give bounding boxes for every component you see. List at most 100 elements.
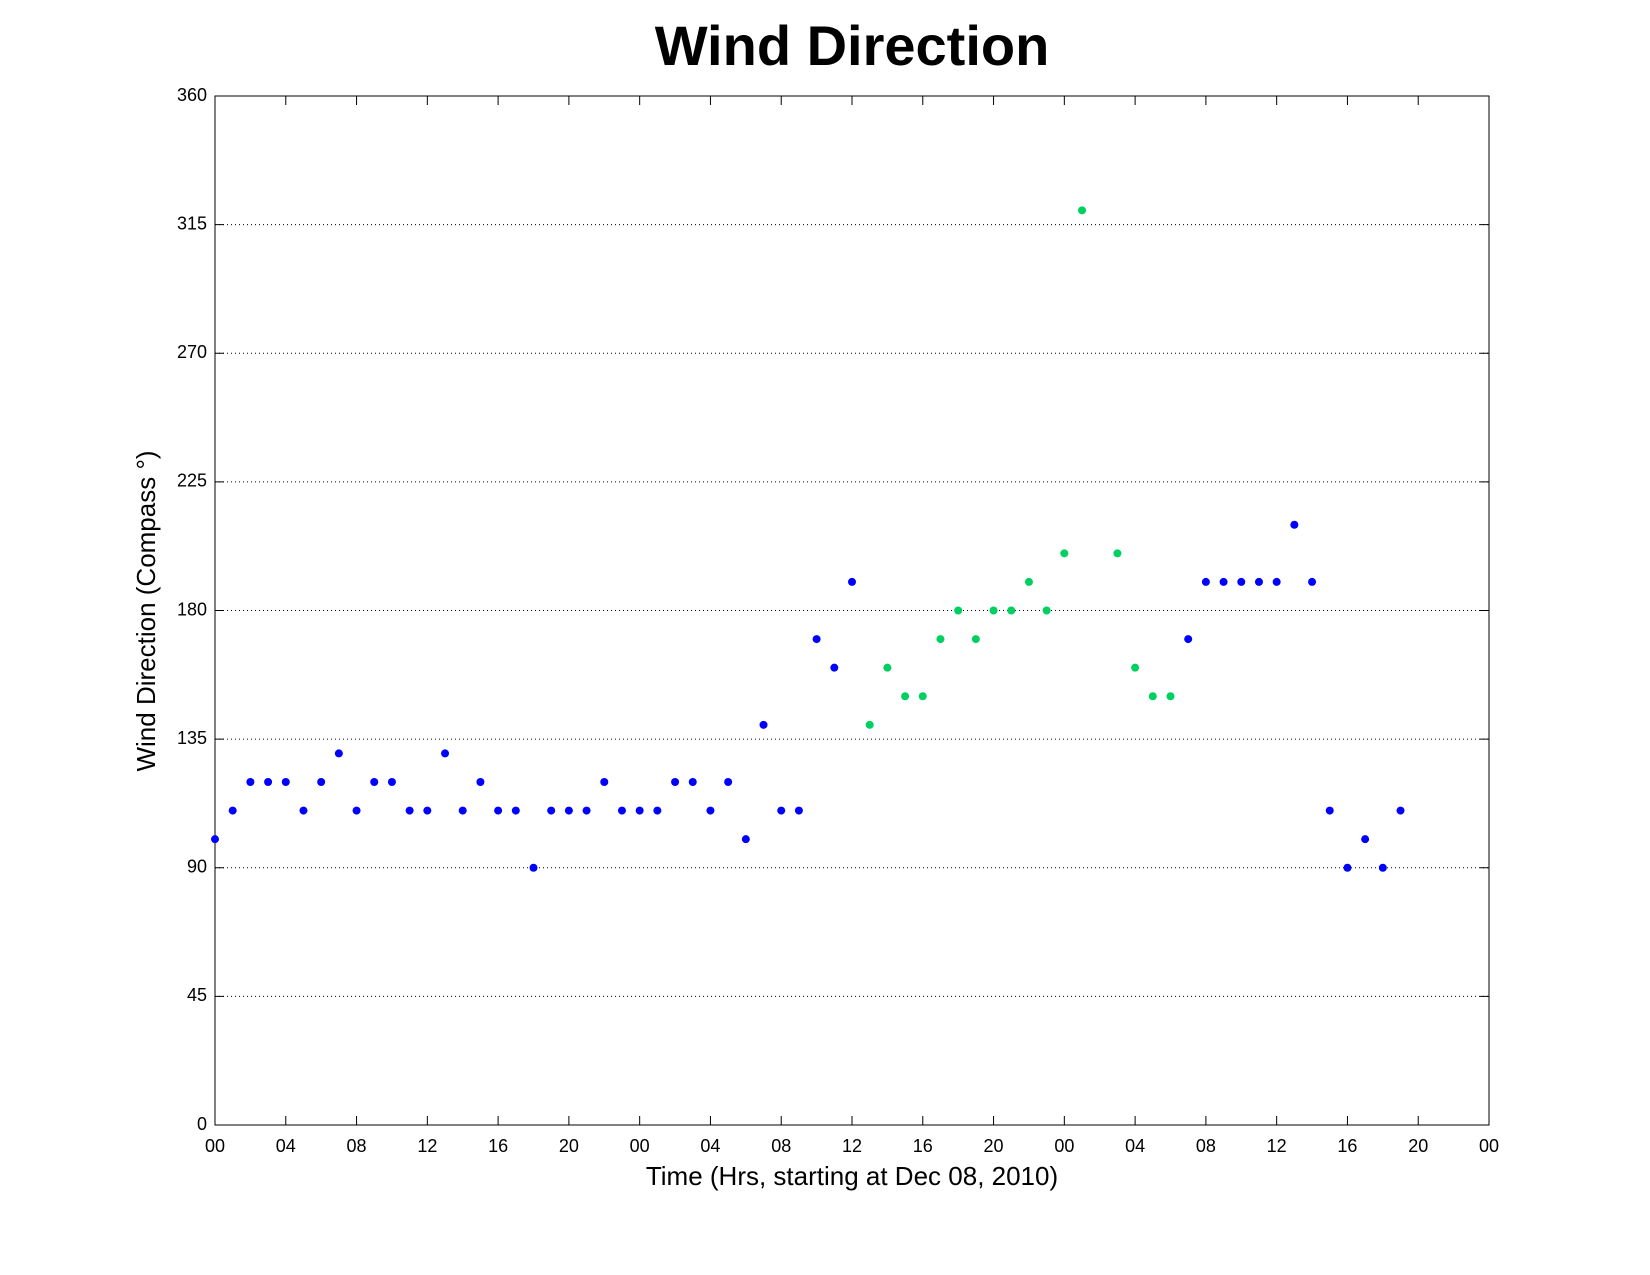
x-tick-label: 16 xyxy=(488,1136,508,1156)
point xyxy=(1024,577,1033,586)
point xyxy=(334,749,343,758)
point xyxy=(1148,692,1157,701)
point xyxy=(1060,549,1069,558)
point xyxy=(494,806,503,815)
point xyxy=(582,806,591,815)
x-tick-label: 00 xyxy=(205,1136,225,1156)
x-tick-label: 00 xyxy=(630,1136,650,1156)
y-tick-label: 180 xyxy=(177,599,207,619)
point xyxy=(741,835,750,844)
point xyxy=(529,863,538,872)
point xyxy=(1113,549,1122,558)
y-tick-label: 360 xyxy=(177,85,207,105)
point xyxy=(458,806,467,815)
x-tick-label: 04 xyxy=(700,1136,720,1156)
point xyxy=(724,778,733,786)
x-tick-label: 04 xyxy=(1125,1136,1145,1156)
point xyxy=(246,778,255,786)
point xyxy=(759,720,768,729)
x-tick-label: 20 xyxy=(1408,1136,1428,1156)
point xyxy=(1308,577,1317,586)
x-tick-label: 16 xyxy=(913,1136,933,1156)
point xyxy=(387,778,396,786)
point xyxy=(1042,606,1051,615)
point xyxy=(1325,806,1334,815)
point xyxy=(918,692,927,701)
point xyxy=(1201,577,1210,586)
point xyxy=(1343,863,1352,872)
point xyxy=(971,635,980,644)
plot-frame xyxy=(214,95,1490,1126)
point xyxy=(830,663,839,672)
point xyxy=(1254,577,1263,586)
point xyxy=(954,606,963,615)
point xyxy=(1184,635,1193,644)
x-tick-label: 12 xyxy=(842,1136,862,1156)
y-tick-label: 270 xyxy=(177,342,207,362)
y-axis-label: Wind Direction (Compass °) xyxy=(131,450,161,771)
x-tick-label: 12 xyxy=(1267,1136,1287,1156)
point xyxy=(1361,835,1370,844)
point xyxy=(564,806,573,815)
point xyxy=(423,806,432,815)
point xyxy=(688,778,697,786)
point xyxy=(405,806,414,815)
point xyxy=(865,720,874,729)
x-tick-label: 08 xyxy=(771,1136,791,1156)
y-tick-label: 225 xyxy=(177,471,207,491)
point xyxy=(812,635,821,644)
x-axis-label: Time (Hrs, starting at Dec 08, 2010) xyxy=(646,1161,1058,1191)
point xyxy=(883,663,892,672)
point xyxy=(1219,577,1228,586)
chart-title: Wind Direction xyxy=(655,14,1050,77)
point xyxy=(211,835,219,844)
point xyxy=(370,778,379,786)
point xyxy=(511,806,520,815)
x-tick-label: 16 xyxy=(1337,1136,1357,1156)
x-tick-label: 12 xyxy=(417,1136,437,1156)
point xyxy=(1007,606,1016,615)
point xyxy=(653,806,662,815)
point xyxy=(1272,577,1281,586)
point xyxy=(794,806,803,815)
point xyxy=(600,778,609,786)
point xyxy=(671,778,680,786)
point xyxy=(777,806,786,815)
point xyxy=(317,778,326,786)
y-tick-label: 90 xyxy=(187,857,207,877)
point xyxy=(1237,577,1246,586)
point xyxy=(635,806,644,815)
point xyxy=(1131,663,1140,672)
point xyxy=(706,806,715,815)
point xyxy=(264,778,273,786)
x-tick-label: 08 xyxy=(347,1136,367,1156)
point xyxy=(299,806,308,815)
point xyxy=(617,806,626,815)
x-tick-label: 20 xyxy=(559,1136,579,1156)
point xyxy=(1078,206,1087,215)
point xyxy=(228,806,237,815)
y-tick-label: 0 xyxy=(197,1114,207,1134)
point xyxy=(1396,806,1405,815)
point xyxy=(901,692,910,701)
x-tick-label: 20 xyxy=(984,1136,1004,1156)
x-tick-label: 08 xyxy=(1196,1136,1216,1156)
point xyxy=(936,635,945,644)
x-tick-label: 00 xyxy=(1479,1136,1499,1156)
point xyxy=(352,806,361,815)
y-tick-label: 135 xyxy=(177,728,207,748)
point xyxy=(441,749,450,758)
y-tick-label: 45 xyxy=(187,985,207,1005)
point xyxy=(848,577,856,586)
point xyxy=(1378,863,1387,872)
point xyxy=(281,778,290,786)
x-tick-label: 04 xyxy=(276,1136,296,1156)
point xyxy=(1166,692,1175,701)
point xyxy=(476,778,485,786)
x-tick-label: 00 xyxy=(1054,1136,1074,1156)
point xyxy=(989,606,998,615)
point xyxy=(1290,520,1299,529)
y-tick-label: 315 xyxy=(177,213,207,233)
